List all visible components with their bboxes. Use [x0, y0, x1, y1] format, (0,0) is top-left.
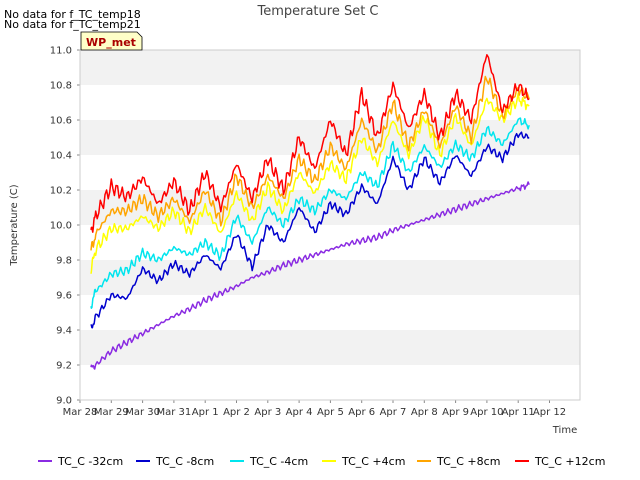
legend-item: TC_C -32cm [38, 455, 123, 468]
legend-label: TC_C -8cm [155, 455, 214, 468]
y-axis-label: Temperature (C) [9, 184, 20, 266]
x-axis-label: Time [552, 425, 577, 436]
x-tick-label: Apr 5 [317, 407, 344, 418]
badge-box [80, 31, 143, 51]
y-tick-label: 10.6 [50, 116, 72, 127]
series-line-tc-c-8cm [90, 75, 530, 251]
grid-band [80, 330, 580, 365]
y-tick-label: 9.8 [56, 256, 72, 267]
x-tick-label: Apr 7 [380, 407, 407, 418]
legend-label: TC_C -32cm [57, 455, 123, 468]
no-data-note-2: No data for f_TC_temp21 [4, 18, 141, 31]
legend-label: TC_C -4cm [249, 455, 308, 468]
x-tick-label: Apr 2 [223, 407, 250, 418]
legend-item: TC_C +4cm [322, 455, 405, 468]
chart-title: Temperature Set C [256, 4, 378, 19]
plot-frame [79, 49, 581, 401]
legend-label: TC_C +12cm [534, 455, 605, 468]
y-tick-label: 11.0 [50, 46, 72, 57]
x-tick-label: Mar 30 [125, 407, 160, 418]
legend-item: TC_C -4cm [230, 455, 308, 468]
x-tick-label: Apr 11 [502, 407, 535, 418]
x-tick-label: Apr 6 [348, 407, 375, 418]
series-line-tc-c-32cm [90, 181, 530, 370]
y-tick-label: 9.2 [56, 361, 72, 372]
x-tick-label: Apr 9 [442, 407, 469, 418]
y-tick-label: 10.8 [50, 81, 72, 92]
grid-band [80, 50, 580, 85]
y-tick-label: 10.2 [50, 186, 72, 197]
series-lines [90, 54, 530, 370]
y-tick-label: 9.4 [56, 326, 72, 337]
legend-label: TC_C +8cm [436, 455, 500, 468]
y-tick-label: 9.6 [56, 291, 72, 302]
x-tick-label: Apr 3 [254, 407, 281, 418]
wp-met-badge: WP_met [80, 31, 143, 51]
x-tick-label: Apr 12 [533, 407, 566, 418]
series-line-tc-c-8cm [90, 131, 530, 329]
x-tick-label: Apr 4 [286, 407, 313, 418]
x-tick-label: Apr 1 [192, 407, 219, 418]
series-line-tc-c-4cm [90, 117, 530, 309]
grid-band [80, 155, 580, 190]
badge-text: WP_met [86, 36, 136, 49]
x-tick-label: Mar 28 [63, 407, 98, 418]
legend: TC_C -32cm TC_C -8cm TC_C -4cm TC_C +4cm TC_… [38, 455, 605, 468]
y-tick-label: 10.4 [50, 151, 72, 162]
grid-band [80, 295, 580, 330]
legend-label: TC_C +4cm [341, 455, 405, 468]
legend-item: TC_C +8cm [417, 455, 500, 468]
no-data-note-1: No data for f_TC_temp18 [4, 8, 141, 21]
series-line-tc-c-4cm [90, 92, 530, 274]
legend-item: TC_C +12cm [515, 455, 605, 468]
x-tick-label: Mar 29 [94, 407, 129, 418]
y-tick-label: 9.0 [56, 396, 72, 407]
grid-band [80, 225, 580, 260]
y-tick-label: 10.0 [50, 221, 72, 232]
grid-band [80, 365, 580, 400]
series-line-tc-c-12cm [90, 54, 530, 233]
legend-item: TC_C -8cm [136, 455, 214, 468]
x-tick-label: Apr 8 [411, 407, 438, 418]
grid-bands [80, 50, 580, 400]
y-axis-ticks: 9.0 9.2 9.4 9.6 9.8 10.0 10.2 10.4 10.6 10.8 11.0 [50, 46, 80, 407]
x-tick-label: Apr 10 [470, 407, 503, 418]
x-tick-label: Mar 31 [157, 407, 192, 418]
